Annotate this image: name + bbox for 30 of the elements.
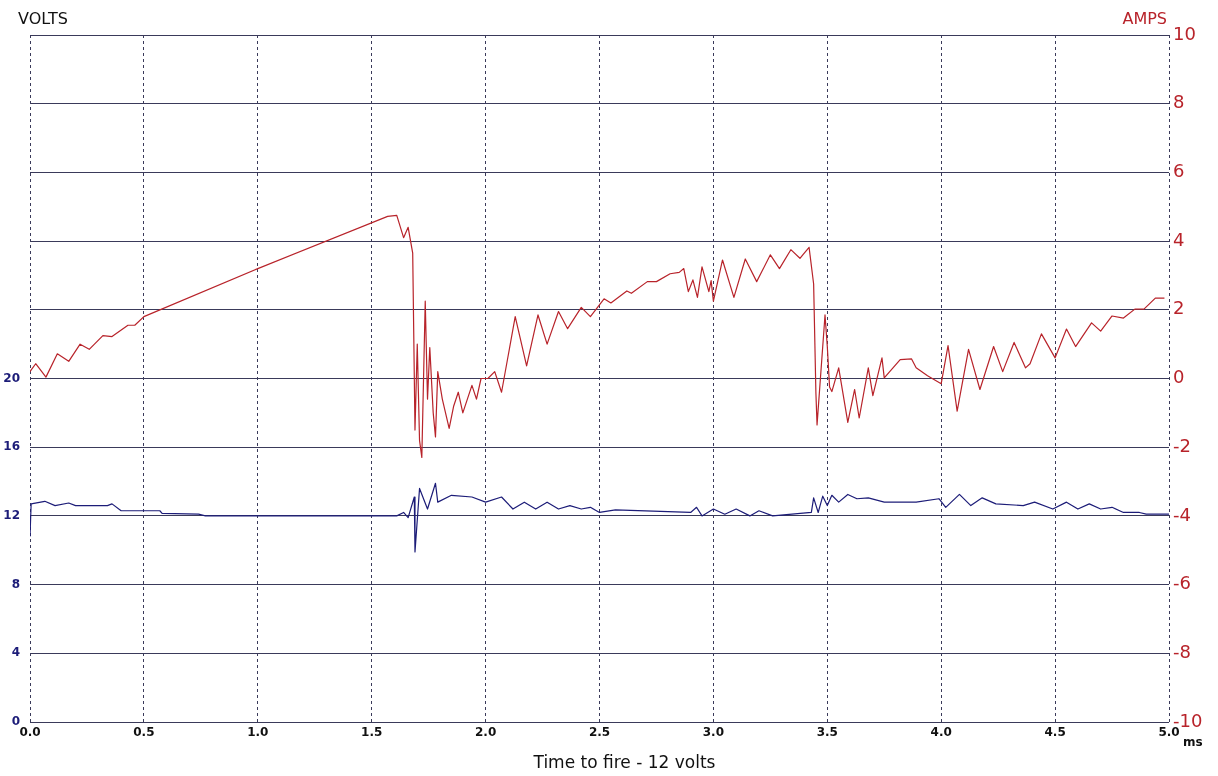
text: ms xyxy=(1183,735,1203,749)
y2-tick-label: -2 xyxy=(1173,434,1191,456)
x-tick-label: 3.0 xyxy=(702,725,725,740)
y2-tick-label: -4 xyxy=(1173,503,1191,525)
y-axis-title: VOLTS xyxy=(18,9,68,28)
y2-tick-label: 6 xyxy=(1173,160,1185,182)
y2-axis-title: AMPS xyxy=(1122,9,1167,28)
y-tick-label: 20 xyxy=(3,370,20,385)
y-tick-label: 16 xyxy=(3,439,20,454)
x-tick-label: 1.5 xyxy=(361,725,383,740)
x-tick-label: 4.5 xyxy=(1044,725,1066,740)
y2-tick-label: 8 xyxy=(1173,91,1185,113)
x-tick-label: 0.5 xyxy=(133,725,155,740)
y2-tick-label: 10 xyxy=(1173,22,1196,44)
x-tick-label: 0.0 xyxy=(19,725,41,740)
y-tick-label: 12 xyxy=(3,508,20,523)
y-tick-label: 4 xyxy=(11,645,20,660)
x-tick-label: 3.5 xyxy=(816,725,838,740)
y2-tick-label: 2 xyxy=(1173,297,1185,319)
y-tick-label: 0 xyxy=(11,714,20,729)
x-tick-label: 4.0 xyxy=(930,725,952,740)
y2-tick-label: -6 xyxy=(1173,572,1191,594)
y2-tick-label: 0 xyxy=(1173,366,1185,388)
x-tick-label: 1.0 xyxy=(247,725,269,740)
x-tick-label: 2.0 xyxy=(474,725,497,740)
x-tick-label: 2.5 xyxy=(588,725,611,740)
x-axis-title: Time to fire - 12 volts xyxy=(532,752,716,772)
y2-tick-label: 4 xyxy=(1173,228,1185,250)
y2-tick-label: -8 xyxy=(1173,640,1191,662)
y-tick-label: 8 xyxy=(11,576,20,591)
